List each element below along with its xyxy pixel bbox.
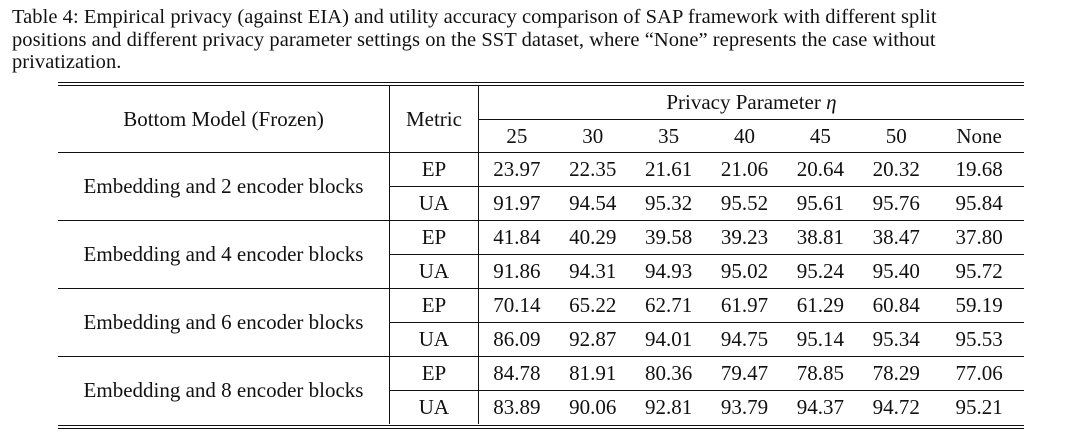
table-row: Embedding and 6 encoder blocks EP 70.14 65.… [58,288,1024,357]
table-row: UA 86.09 92.87 94.01 94.75 95.14 95.34 95.53 [58,322,1024,357]
metric-cell: UA [389,254,479,289]
value-cell: 61.29 [782,288,859,323]
value-cell: 95.76 [858,186,935,221]
model-name-cell: Embedding and 8 encoder blocks [58,356,391,424]
bottom-rule [58,428,1024,429]
value-cell: 38.81 [782,220,859,255]
privacy-label: Privacy Parameter [666,90,821,114]
table-row: UA 91.97 94.54 95.32 95.52 95.61 95.76 95.84 [58,186,1024,221]
table-row: Embedding and 2 encoder blocks EP 23.97 22.… [58,152,1024,221]
value-cell: 21.06 [706,152,783,187]
model-name-cell: Embedding and 6 encoder blocks [58,288,391,357]
value-cell: 91.97 [478,186,555,221]
value-cell: 93.79 [706,390,783,424]
value-cell: 39.58 [630,220,707,255]
top-rule [58,82,1024,83]
value-cell: 94.93 [630,254,707,289]
value-cell: 94.37 [782,390,859,424]
value-cell: 94.01 [630,322,707,357]
value-cell: 62.71 [630,288,707,323]
value-cell: 41.84 [478,220,555,255]
value-cell: 95.02 [706,254,783,289]
caption-line: Table 4: Empirical privacy (against EIA)… [12,6,937,28]
value-cell: 95.53 [934,322,1024,357]
value-cell: 77.06 [934,356,1024,391]
table-caption: Table 4: Empirical privacy (against EIA)… [12,6,1072,74]
param-header: None [956,123,1002,148]
value-cell: 95.21 [934,390,1024,424]
value-cell: 78.29 [858,356,935,391]
value-cell: 23.97 [478,152,555,187]
param-header: 30 [582,123,604,148]
results-table: Bottom Model (Frozen) Metric Privacy Par… [58,82,1024,429]
model-name-cell: Embedding and 4 encoder blocks [58,220,391,289]
metric-cell: UA [389,390,479,424]
value-cell: 91.86 [478,254,555,289]
data-table: Bottom Model (Frozen) Metric Privacy Par… [58,86,1024,424]
value-cell: 95.34 [858,322,935,357]
header-metric: Metric [389,86,479,153]
value-cell: 95.24 [782,254,859,289]
metric-cell: UA [389,186,479,221]
value-cell: 37.80 [934,220,1024,255]
value-cell: 92.81 [630,390,707,424]
metric-cell: EP [389,152,479,187]
metric-cell: EP [389,288,479,323]
value-cell: 92.87 [554,322,631,357]
value-cell: 40.29 [554,220,631,255]
value-cell: 94.72 [858,390,935,424]
param-header: 45 [809,123,831,148]
param-header: 40 [733,123,755,148]
value-cell: 83.89 [478,390,555,424]
value-cell: 39.23 [706,220,783,255]
param-header: 35 [658,123,680,148]
privacy-symbol: η [826,90,837,114]
value-cell: 94.54 [554,186,631,221]
header-privacy-parameter: Privacy Parameter η [478,86,1024,120]
value-cell: 81.91 [554,356,631,391]
value-cell: 21.61 [630,152,707,187]
value-cell: 38.47 [858,220,935,255]
table-row: Embedding and 8 encoder blocks EP 84.78 81.… [58,356,1024,424]
header-model: Bottom Model (Frozen) [58,86,391,153]
value-cell: 95.52 [706,186,783,221]
value-cell: 94.75 [706,322,783,357]
value-cell: 20.64 [782,152,859,187]
metric-cell: EP [389,220,479,255]
value-cell: 86.09 [478,322,555,357]
metric-cell: EP [389,356,479,391]
value-cell: 61.97 [706,288,783,323]
value-cell: 94.31 [554,254,631,289]
value-cell: 95.61 [782,186,859,221]
value-cell: 95.84 [934,186,1024,221]
value-cell: 84.78 [478,356,555,391]
value-cell: 95.32 [630,186,707,221]
value-cell: 59.19 [934,288,1024,323]
value-cell: 19.68 [934,152,1024,187]
value-cell: 79.47 [706,356,783,391]
value-cell: 95.72 [934,254,1024,289]
top-rule [58,85,1024,86]
model-name-cell: Embedding and 2 encoder blocks [58,152,391,221]
caption-line: positions and different privacy paramete… [12,28,936,51]
value-cell: 95.14 [782,322,859,357]
table-row: Embedding and 4 encoder blocks EP 41.84 40.… [58,220,1024,289]
value-cell: 80.36 [630,356,707,391]
table-row: UA 91.86 94.31 94.93 95.02 95.24 95.40 95.72 [58,254,1024,289]
value-cell: 65.22 [554,288,631,323]
param-header: 50 [885,123,907,148]
value-cell: 90.06 [554,390,631,424]
metric-cell: UA [389,322,479,357]
caption-line: privatization. [12,51,122,73]
bottom-rule [58,425,1024,426]
param-header: 25 [506,123,528,148]
value-cell: 95.40 [858,254,935,289]
value-cell: 78.85 [782,356,859,391]
value-cell: 20.32 [858,152,935,187]
table-row: UA 83.89 90.06 92.81 93.79 94.37 94.72 95.21 [58,390,1024,424]
value-cell: 22.35 [554,152,631,187]
value-cell: 60.84 [858,288,935,323]
value-cell: 70.14 [478,288,555,323]
